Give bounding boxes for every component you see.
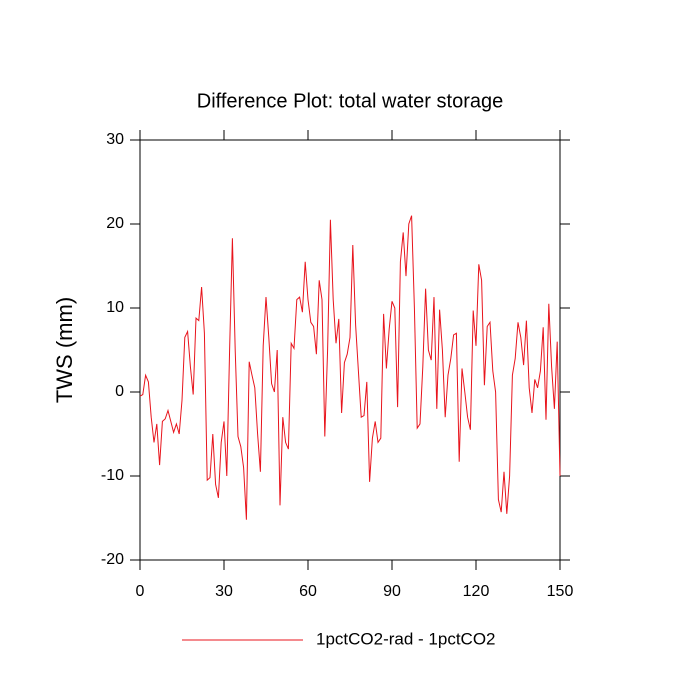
x-tick-label: 150 [547,583,574,600]
y-tick-label: 10 [106,299,124,316]
y-tick-label: 0 [115,383,124,400]
y-axis-label: TWS (mm) [52,297,77,403]
x-tick-label: 0 [136,583,145,600]
y-tick-label: -20 [101,551,124,568]
x-tick-label: 120 [463,583,490,600]
data-line [139,215,561,520]
x-tick-label: 60 [299,583,317,600]
y-tick-label: 20 [106,215,124,232]
y-tick-label: -10 [101,467,124,484]
chart-title: Difference Plot: total water storage [197,90,503,112]
plot-frame [139,139,561,561]
y-tick-label: 30 [106,131,124,148]
legend-label: 1pctCO2-rad - 1pctCO2 [316,629,496,648]
x-tick-label: 90 [383,583,401,600]
x-tick-label: 30 [215,583,233,600]
